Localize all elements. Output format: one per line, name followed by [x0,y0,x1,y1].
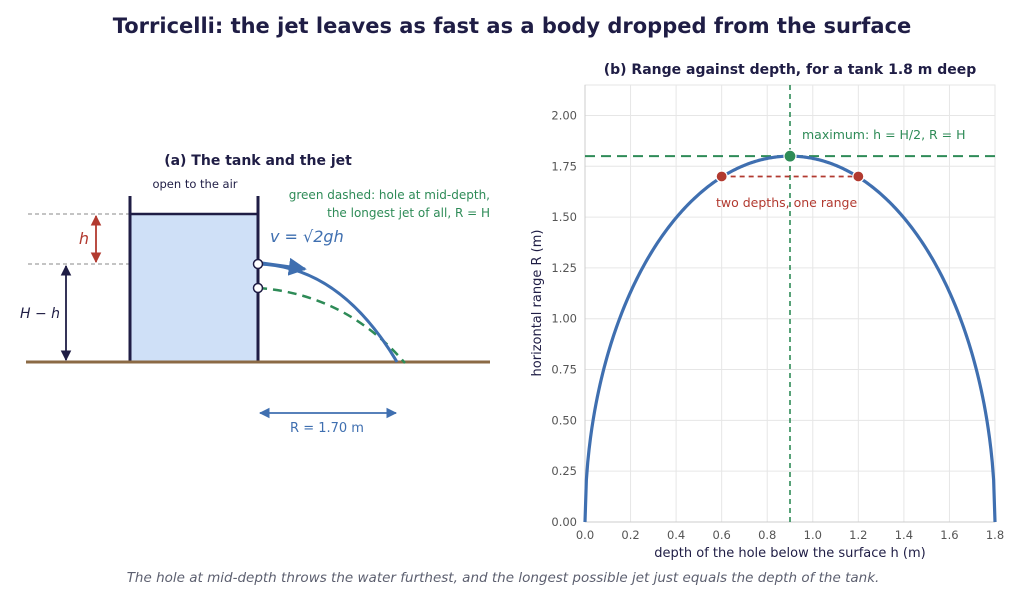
x-tick-label: 1.8 [986,528,1004,542]
x-tick-label: 1.6 [940,528,958,542]
chart-markers [715,149,865,183]
x-tick-label: 0.2 [621,528,639,542]
water-jet [257,262,399,363]
velocity-arrow [261,257,307,276]
x-tick-label: 0.4 [667,528,685,542]
chart-title: (b) Range against depth, for a tank 1.8 … [604,62,977,78]
page-title: Torricelli: the jet leaves as fast as a … [112,14,912,38]
panel-a-title: (a) The tank and the jet [164,153,352,169]
equal-range-point [715,170,728,183]
range-label: R = 1.70 m [290,421,364,436]
x-tick-label: 1.4 [895,528,913,542]
x-tick-label: 1.0 [804,528,822,542]
y-tick-label: 0.50 [551,413,577,427]
h-label: h [79,229,89,248]
maximum-annotation: maximum: h = H/2, R = H [802,127,966,142]
velocity-formula: v = √2gh [270,227,344,246]
x-tick-label: 0.8 [758,528,776,542]
mid-depth-note-line2: the longest jet of all, R = H [327,206,490,220]
y-tick-label: 0.00 [551,515,577,529]
y-tick-label: 1.75 [551,159,577,173]
x-tick-label: 1.2 [849,528,867,542]
y-tick-labels: 0.00 0.25 0.50 0.75 1.00 1.25 1.50 1.75 2.00 [551,108,577,529]
hole-marker [252,258,264,270]
mid-depth-hole-marker [252,282,264,294]
x-tick-label: 0.6 [713,528,731,542]
mid-depth-jet [257,286,406,364]
y-tick-label: 0.75 [551,363,577,377]
open-to-air-label: open to the air [152,177,237,191]
x-axis-label: depth of the hole below the surface h (m… [654,546,925,561]
maximum-point [783,149,797,163]
y-axis-label: horizontal range R (m) [530,230,545,377]
mid-depth-note-line1: green dashed: hole at mid-depth, [289,188,490,202]
panel-a-tank-diagram: (a) The tank and the jet open to the air… [20,153,490,436]
y-tick-label: 1.00 [551,312,577,326]
y-tick-label: 0.25 [551,464,577,478]
water-body [130,214,258,362]
two-depths-annotation: two depths, one range [716,195,857,210]
panel-b-range-chart: 0.0 0.2 0.4 0.6 0.8 1.0 1.2 1.4 1.6 1.8 0.000.250… [530,62,1004,561]
x-tick-label: 0.0 [576,528,594,542]
y-tick-label: 1.25 [551,261,577,275]
h-minus-label: H − h [20,306,60,322]
y-tick-label: 2.00 [551,108,577,122]
y-tick-label: 1.50 [551,210,577,224]
equal-range-point [852,170,865,183]
x-tick-labels: 0.0 0.2 0.4 0.6 0.8 1.0 1.2 1.4 1.6 1.8 [576,528,1004,542]
figure-caption: The hole at mid-depth throws the water f… [126,570,880,586]
